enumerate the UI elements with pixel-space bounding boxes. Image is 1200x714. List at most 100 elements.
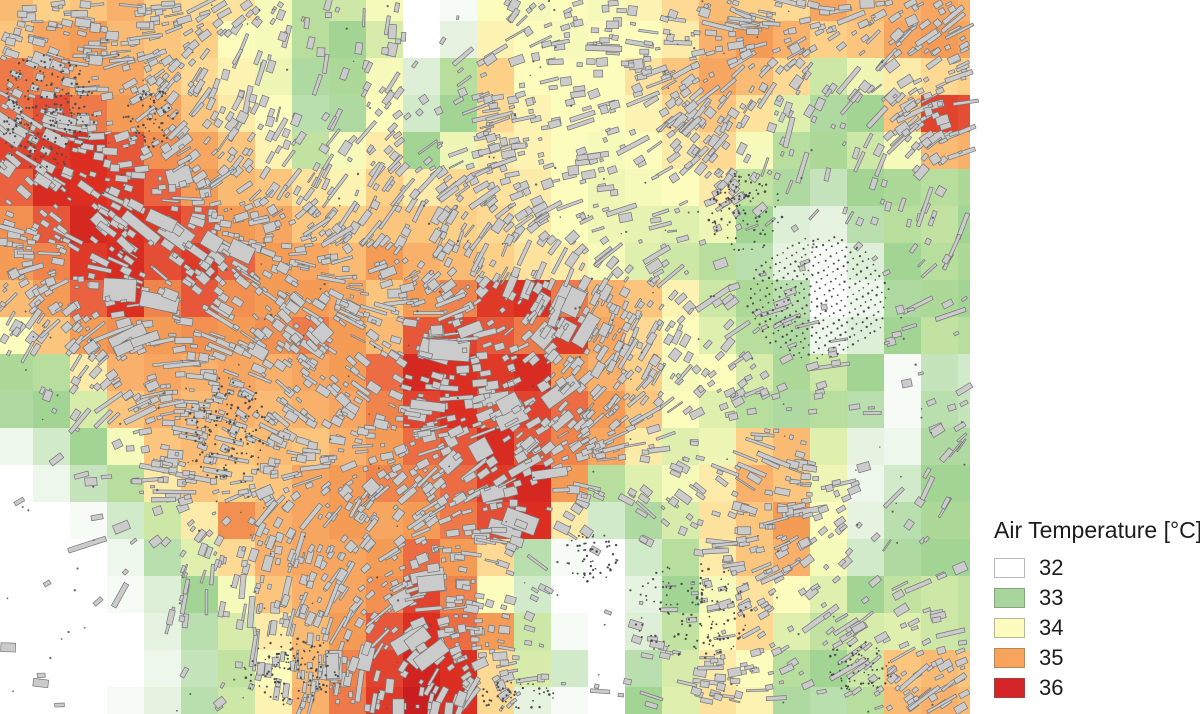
legend-item: 36 bbox=[994, 675, 1194, 700]
map-cell bbox=[736, 317, 773, 354]
legend-swatch bbox=[994, 617, 1025, 638]
map-cell bbox=[625, 687, 662, 714]
map-cell bbox=[847, 354, 884, 391]
map-cell bbox=[884, 317, 921, 354]
map-cell bbox=[625, 576, 662, 613]
map-cell bbox=[292, 58, 329, 95]
legend-label: 33 bbox=[1039, 585, 1064, 610]
map-cell bbox=[810, 428, 847, 465]
map-cell bbox=[810, 243, 847, 280]
map-cell bbox=[625, 206, 662, 243]
map-cell bbox=[884, 391, 921, 428]
map-cell bbox=[958, 465, 970, 502]
map-cell bbox=[958, 502, 970, 539]
map-cell bbox=[736, 243, 773, 280]
map-cell bbox=[699, 206, 736, 243]
map-cell bbox=[329, 58, 366, 95]
legend-title: Air Temperature [°C] bbox=[994, 517, 1200, 543]
legend-item: 32 bbox=[994, 555, 1194, 580]
legend-swatch bbox=[994, 587, 1025, 608]
map-cell bbox=[736, 280, 773, 317]
map-cell bbox=[551, 650, 588, 687]
map-cell bbox=[847, 539, 884, 576]
map-cell bbox=[144, 687, 181, 714]
legend-item: 34 bbox=[994, 615, 1194, 640]
map-cell bbox=[70, 502, 107, 539]
map-cell bbox=[699, 428, 736, 465]
map-cell bbox=[921, 539, 958, 576]
map-cell bbox=[921, 502, 958, 539]
map-cell bbox=[0, 428, 33, 465]
map-cell bbox=[551, 613, 588, 650]
map-cell bbox=[403, 21, 440, 58]
map-cell bbox=[107, 576, 144, 613]
map-cell bbox=[477, 0, 514, 21]
map-cell bbox=[773, 687, 810, 714]
map-cell bbox=[33, 354, 70, 391]
map-cell bbox=[0, 576, 33, 613]
map-cell bbox=[329, 0, 366, 21]
map-cell bbox=[70, 650, 107, 687]
map-cell bbox=[662, 169, 699, 206]
legend: Air Temperature [°C] 32 33 34 35 36 bbox=[994, 517, 1200, 707]
map-cell bbox=[33, 576, 70, 613]
map-cell bbox=[662, 391, 699, 428]
map-cell bbox=[810, 687, 847, 714]
building-footprints-layer bbox=[0, 0, 979, 714]
map-cell bbox=[0, 502, 33, 539]
map-cell bbox=[107, 613, 144, 650]
map-cell bbox=[107, 650, 144, 687]
map-cell bbox=[144, 613, 181, 650]
map-cell bbox=[70, 576, 107, 613]
map-cell bbox=[810, 354, 847, 391]
map-cell bbox=[699, 613, 736, 650]
map-cell bbox=[625, 539, 662, 576]
map-cell bbox=[810, 539, 847, 576]
legend-label: 32 bbox=[1039, 555, 1064, 580]
map-cell bbox=[884, 539, 921, 576]
map-cell bbox=[588, 650, 625, 687]
map-cell bbox=[958, 317, 970, 354]
map-cell bbox=[329, 169, 366, 206]
map-cell bbox=[0, 539, 33, 576]
map-cell bbox=[514, 58, 551, 95]
map-cell bbox=[144, 502, 181, 539]
map-cell bbox=[551, 687, 588, 714]
legend-label: 36 bbox=[1039, 675, 1064, 700]
map-cell bbox=[847, 502, 884, 539]
map-cell bbox=[0, 465, 33, 502]
map-cell bbox=[403, 0, 440, 21]
legend-swatch bbox=[994, 557, 1025, 578]
legend-item: 35 bbox=[994, 647, 1194, 669]
map-cell bbox=[107, 687, 144, 714]
map-cell bbox=[144, 539, 181, 576]
map-cell bbox=[551, 539, 588, 576]
map-cell bbox=[33, 539, 70, 576]
map-cell bbox=[625, 280, 662, 317]
map-cell bbox=[958, 576, 970, 613]
map-cell bbox=[70, 613, 107, 650]
map-cell bbox=[847, 428, 884, 465]
map-cell bbox=[181, 687, 218, 714]
map-cell bbox=[33, 502, 70, 539]
legend-swatch bbox=[994, 677, 1025, 698]
legend-swatch bbox=[994, 647, 1025, 668]
map-cell bbox=[403, 58, 440, 95]
map-cell bbox=[958, 169, 970, 206]
map-cell bbox=[218, 650, 255, 687]
legend-label: 34 bbox=[1039, 615, 1064, 640]
map-cell bbox=[107, 428, 144, 465]
legend-items: 32 33 34 35 36 bbox=[994, 555, 1194, 700]
map-cell bbox=[70, 428, 107, 465]
map-cell bbox=[33, 465, 70, 502]
map-cell bbox=[551, 576, 588, 613]
map-cell bbox=[33, 687, 70, 714]
legend-item: 33 bbox=[994, 585, 1194, 610]
map-cell bbox=[773, 428, 810, 465]
map-cell bbox=[440, 0, 477, 21]
tree-dots-layer bbox=[2, 0, 966, 713]
map-cell bbox=[662, 354, 699, 391]
map-cell bbox=[0, 391, 33, 428]
